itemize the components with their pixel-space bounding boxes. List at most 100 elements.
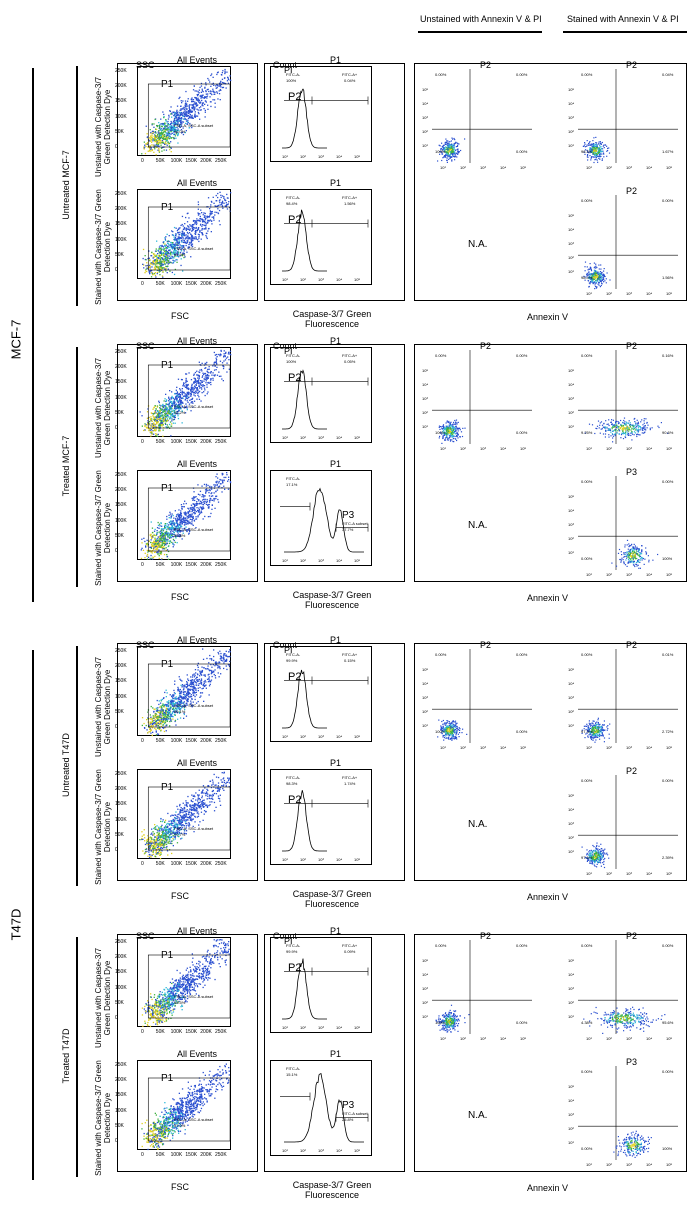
x-tick-label: 100K: [170, 861, 183, 867]
x-tick-label: 0: [141, 1152, 144, 1158]
y-tick-label: 50K: [115, 831, 124, 838]
histogram-curve: [280, 1073, 369, 1143]
x-tick-label: 10²: [606, 1162, 612, 1167]
x-tick-label: 10⁵: [666, 446, 673, 451]
y-tick-label: 10⁴: [568, 101, 575, 106]
x-tick-label: 250K: [215, 1152, 227, 1158]
scatter-plot: [137, 769, 231, 859]
q3-label: 1.56%: [662, 275, 674, 280]
y-tick-label: 10¹: [422, 143, 428, 148]
x-tick-label: 10³: [480, 165, 486, 170]
not-applicable-label: N.A.: [468, 1110, 488, 1121]
quadrant-title: P2: [626, 186, 638, 196]
x-tick-label: 10²: [606, 1036, 612, 1041]
y-tick-label: 100K: [115, 394, 127, 401]
q2-label: 0.01%: [662, 652, 674, 657]
gate-p1-label: P1: [161, 950, 174, 961]
x-tick-label: 10¹: [282, 734, 288, 739]
x-tick-label: 10³: [626, 871, 632, 876]
scatter-dots: [141, 1063, 231, 1151]
y-tick-label: 50K: [115, 708, 124, 715]
y-tick-label: 10³: [568, 821, 574, 826]
x-tick-label: 10²: [460, 745, 466, 750]
x-tick-label: 150K: [185, 738, 198, 744]
y-tick-label: 100K: [115, 1107, 127, 1114]
y-tick-label: 10²: [422, 709, 428, 714]
annexin-panel-frame: [414, 934, 687, 1172]
all-events-title: All Events: [177, 459, 218, 469]
q3-label: 0.00%: [516, 430, 528, 435]
gate-p1-label: P1: [161, 360, 174, 371]
p1-gate-outline: [147, 786, 231, 851]
ssc-axis-label: SSC: [136, 341, 155, 351]
hist-left-name: FITC-A-: [286, 195, 301, 200]
x-tick-label: 10⁵: [666, 1036, 673, 1041]
not-applicable-label: N.A.: [468, 819, 488, 830]
hist-right-pct: 1.74%: [344, 781, 356, 786]
condition-label: Untreated MCF-7: [61, 149, 71, 220]
cell-line-label: MCF-7: [8, 319, 24, 360]
quadrant-plot: [578, 775, 678, 869]
p1-gate-outline: [147, 206, 231, 271]
hist-gate-label: P2: [288, 793, 302, 806]
x-tick-label: 10⁵: [666, 291, 673, 296]
gate-subset-label: FSC-A, SSC-A subset: [174, 1116, 214, 1122]
x-tick-label: 50K: [155, 1152, 165, 1158]
x-tick-label: 10³: [626, 745, 632, 750]
y-tick-label: 10⁵: [568, 793, 575, 798]
x-tick-label: 150K: [185, 562, 198, 568]
y-tick-label: 100K: [115, 984, 127, 991]
histogram-plot: [270, 189, 372, 285]
q3-label: 1.67%: [662, 149, 674, 154]
x-tick-label: 100K: [170, 158, 183, 164]
x-tick-label: 10⁵: [354, 857, 361, 862]
x-tick-label: 10²: [300, 857, 306, 862]
q1-label: 0.00%: [581, 353, 593, 358]
all-events-title: All Events: [177, 178, 218, 188]
x-tick-label: 10¹: [586, 291, 592, 296]
x-tick-label: 50K: [155, 439, 165, 445]
q1-label: 0.00%: [581, 479, 593, 484]
annexin-panel-frame: [414, 643, 687, 881]
hist-right-name: FITC-A subset: [342, 520, 368, 526]
x-tick-label: 250K: [215, 158, 227, 164]
p1-gate-outline: [147, 364, 231, 429]
q1-label: 0.00%: [581, 1069, 593, 1074]
scatter-dots: [140, 472, 232, 561]
x-tick-label: 10¹: [586, 572, 592, 577]
q3-label: 95.6%: [662, 1020, 674, 1025]
histogram-title: P1: [330, 55, 342, 65]
q1-label: 0.00%: [581, 943, 593, 948]
gate-subset-label: FSC-A, SSC-A subset: [174, 403, 214, 409]
quadrant-plot: [578, 1066, 678, 1160]
q2-label: 0.00%: [662, 479, 674, 484]
gate-subset-label: FSC-A, SSC-A subset: [174, 526, 214, 532]
q3-label: 0.00%: [516, 149, 528, 154]
gate-p1-label: P1: [161, 659, 174, 670]
histogram-trace: [282, 958, 327, 1020]
x-tick-label: 10⁵: [666, 1162, 673, 1167]
row-label-stained: Stained with Caspase-3/7 Green Detection…: [94, 470, 112, 586]
histogram-trace: [284, 1073, 364, 1143]
x-tick-label: 10³: [480, 745, 486, 750]
quadrant-plot: [578, 350, 678, 444]
y-tick-label: 100K: [115, 517, 127, 524]
q4-label: 98.3%: [581, 149, 593, 154]
x-tick-label: 200K: [200, 738, 212, 744]
x-tick-label: 10⁴: [500, 745, 507, 750]
y-tick-label: 0: [115, 267, 118, 273]
y-tick-label: 250K: [115, 1062, 127, 1068]
x-tick-label: 0: [141, 439, 144, 445]
q2-label: 0.16%: [662, 353, 674, 358]
y-tick-label: 50K: [115, 1122, 124, 1129]
q4-label: 4.38%: [581, 1020, 593, 1025]
hist-right-name: FITC-A subset: [342, 1110, 368, 1116]
x-tick-label: 200K: [200, 1029, 212, 1035]
hist-gate-label: P2: [288, 371, 302, 384]
annexin-axis-title: Annexin V: [527, 892, 569, 902]
q2-label: 0.04%: [662, 72, 674, 77]
q4-label: 100%: [435, 1020, 446, 1025]
y-tick-label: 10⁴: [568, 508, 575, 513]
x-tick-label: 150K: [185, 281, 198, 287]
histogram-title: P1: [330, 178, 342, 188]
